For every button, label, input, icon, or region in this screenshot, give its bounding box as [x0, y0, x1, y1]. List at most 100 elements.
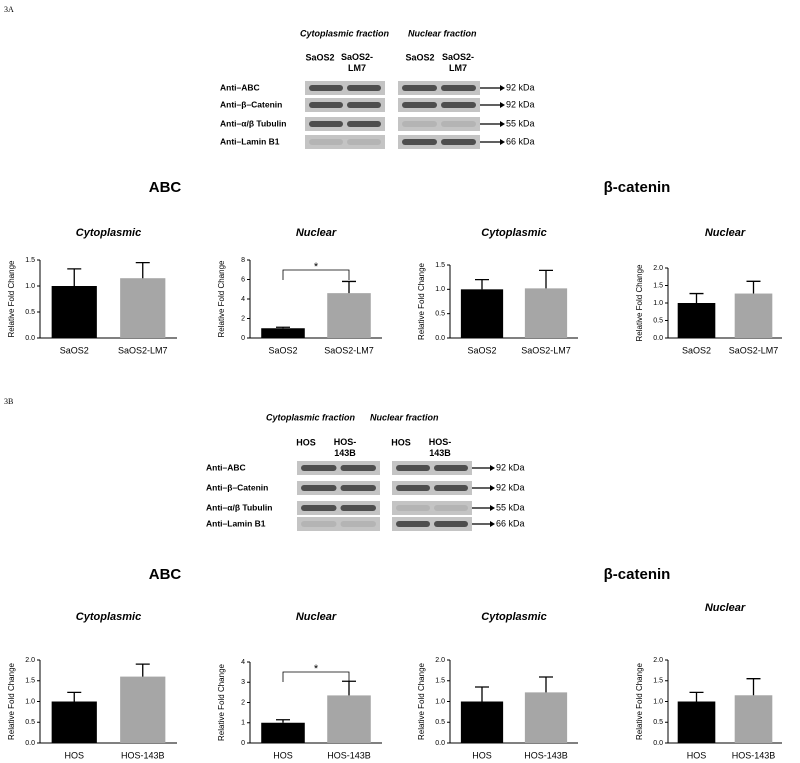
lane-label: HOS	[391, 437, 411, 447]
x-tick-label: HOS-143B	[121, 750, 165, 760]
lane-label: SaOS2-LM7	[442, 52, 474, 73]
bar	[120, 676, 166, 743]
blot-band	[396, 521, 430, 527]
lane-label: HOS-143B	[429, 437, 452, 458]
x-tick-label: SaOS2	[60, 345, 89, 355]
blot-strip	[392, 517, 472, 531]
blot-strip	[305, 98, 385, 112]
blot-band	[441, 121, 476, 127]
y-tick-label: 2.0	[435, 657, 445, 664]
significance-bracket	[282, 671, 350, 682]
error-bar	[135, 663, 150, 677]
y-tick-label: 0.0	[653, 740, 663, 747]
arrow-head	[490, 505, 495, 511]
blot-band	[347, 139, 381, 145]
blot-band	[434, 485, 468, 491]
blot-band	[402, 102, 437, 108]
fraction-header: Cytoplasmic fraction	[266, 412, 356, 422]
arrow-head	[490, 485, 495, 491]
y-axis-label: Relative Fold Change	[635, 264, 644, 341]
row-label: Anti–β–Catenin	[220, 99, 282, 109]
lane-label: SaOS2	[305, 52, 334, 62]
y-tick-label: 0.5	[435, 311, 445, 318]
bar	[51, 701, 97, 743]
error-bar	[475, 686, 489, 702]
y-tick-label: 0.0	[435, 335, 445, 342]
y-axis-label: Relative Fold Change	[217, 260, 226, 337]
error-bar	[276, 719, 290, 723]
size-label: 92 kDa	[496, 462, 525, 472]
blot-band	[309, 85, 343, 91]
row-label: Anti–Lamin B1	[220, 136, 280, 146]
bar	[261, 722, 305, 743]
x-tick-label: HOS	[687, 750, 707, 760]
y-tick-label: 0.5	[25, 719, 35, 726]
bar	[327, 695, 371, 743]
size-label: 66 kDa	[496, 518, 525, 528]
significance-mark: *	[314, 261, 319, 273]
chart-title: Cytoplasmic	[481, 227, 546, 239]
y-tick-label: 1.0	[25, 283, 35, 290]
x-tick-label: SaOS2-LM7	[729, 345, 779, 355]
y-tick-label: 1.5	[435, 262, 445, 269]
arrow-head	[500, 139, 505, 145]
bar	[51, 286, 97, 338]
chart-title: Nuclear	[705, 227, 746, 239]
size-label: 92 kDa	[506, 82, 535, 92]
lane-label: HOS	[296, 437, 316, 447]
y-tick-label: 2	[241, 315, 245, 322]
error-bar	[342, 280, 356, 294]
error-bar	[539, 269, 553, 289]
x-tick-label: SaOS2-LM7	[324, 345, 374, 355]
blot-strip	[297, 461, 380, 475]
y-tick-label: 0.0	[653, 335, 663, 342]
blot-band	[309, 139, 343, 145]
blot-band	[301, 505, 337, 511]
y-axis-label: Relative Fold Change	[7, 662, 16, 739]
blot-strip	[297, 501, 380, 515]
y-tick-label: 1.0	[653, 698, 663, 705]
blot-band	[402, 85, 437, 91]
y-axis-label: Relative Fold Change	[417, 262, 426, 339]
group-title: ABC	[149, 566, 182, 583]
y-tick-label: 0	[241, 740, 245, 747]
y-tick-label: 0.5	[653, 719, 663, 726]
y-tick-label: 2.0	[653, 657, 663, 664]
y-axis-label: Relative Fold Change	[7, 260, 16, 337]
y-tick-label: 1.0	[435, 698, 445, 705]
size-label: 92 kDa	[506, 99, 535, 109]
y-tick-label: 0.5	[435, 719, 445, 726]
arrow-head	[500, 102, 505, 108]
error-bar	[135, 261, 150, 279]
error-bar	[746, 280, 761, 294]
blot-band	[309, 121, 343, 127]
bar	[677, 303, 716, 338]
arrow-head	[490, 521, 495, 527]
y-tick-label: 0.5	[653, 317, 663, 324]
chart-title: Cytoplasmic	[481, 611, 546, 623]
bar	[734, 695, 773, 743]
y-axis-label: Relative Fold Change	[635, 662, 644, 739]
blot-band	[396, 505, 430, 511]
blot-strip	[398, 81, 480, 95]
blot-strip	[297, 481, 380, 495]
error-bar	[689, 691, 704, 702]
y-tick-label: 1.5	[653, 282, 663, 289]
x-tick-label: SaOS2	[682, 345, 711, 355]
blot-band	[402, 139, 437, 145]
y-tick-label: 0	[241, 335, 245, 342]
lane-label: HOS-143B	[334, 437, 357, 458]
x-tick-label: HOS-143B	[327, 750, 371, 760]
y-tick-label: 0.0	[25, 740, 35, 747]
x-tick-label: HOS	[273, 750, 293, 760]
chart-title: Cytoplasmic	[76, 611, 141, 623]
blot-strip	[392, 501, 472, 515]
blot-band	[301, 485, 337, 491]
y-tick-label: 1	[241, 720, 245, 727]
error-bar	[342, 680, 356, 696]
fraction-header: Cytoplasmic fraction	[300, 28, 390, 38]
x-tick-label: SaOS2	[268, 345, 297, 355]
y-tick-label: 2.0	[25, 657, 35, 664]
y-tick-label: 0.5	[25, 309, 35, 316]
